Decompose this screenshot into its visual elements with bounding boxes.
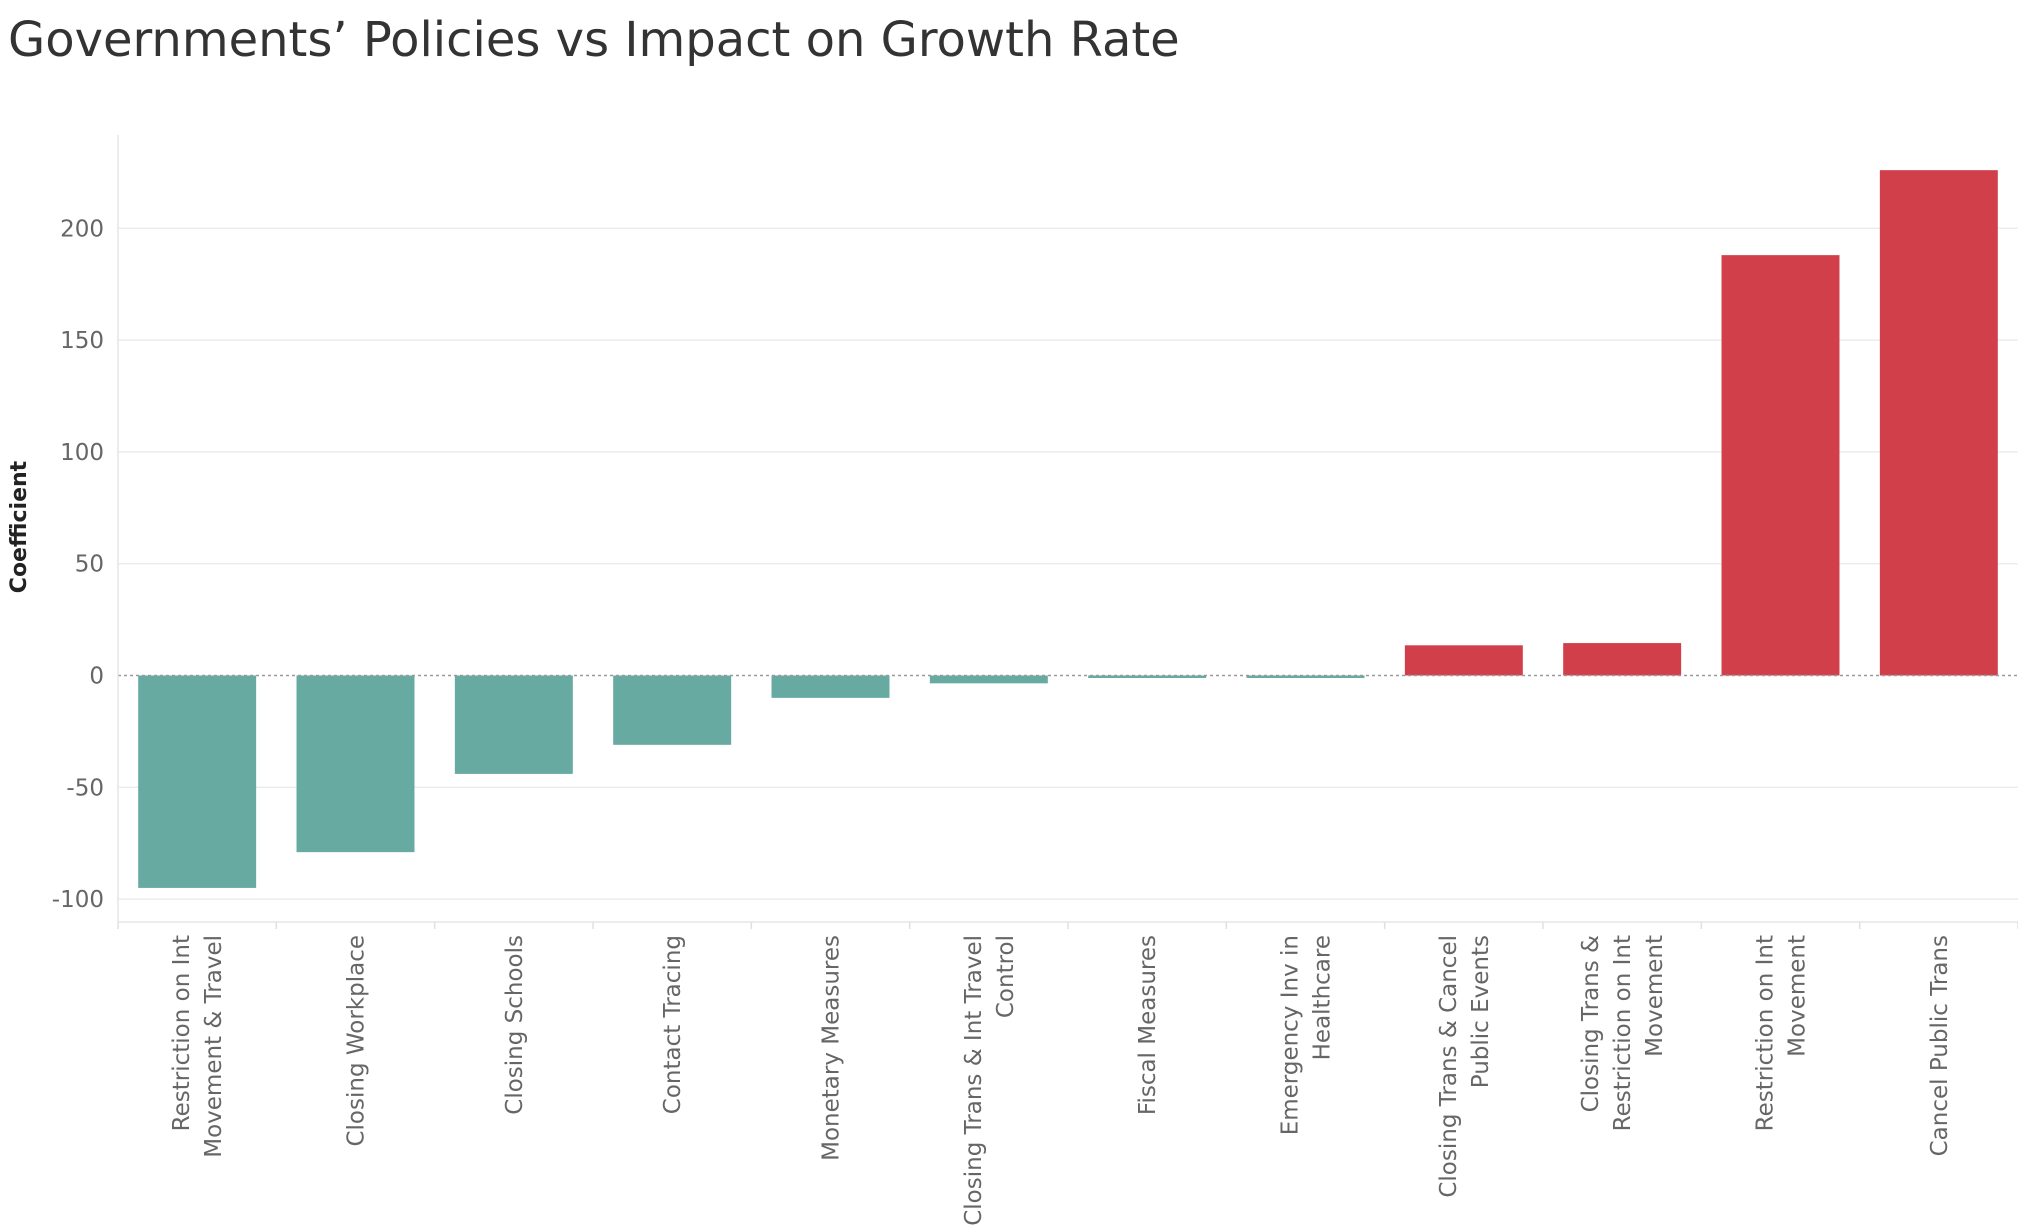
x-tick-label: Closing Schools <box>502 935 528 1115</box>
bar <box>454 675 573 774</box>
x-tick-label: Closing Trans & Cancel Public Events <box>1436 935 1494 1198</box>
x-tick-label: Closing Trans & Restriction on Int Movemen… <box>1578 935 1668 1131</box>
bar <box>1563 643 1682 676</box>
x-tick-label-line: Closing Workplace <box>344 935 370 1147</box>
bar <box>1879 170 1998 676</box>
y-axis-title: Coefficient <box>7 460 32 593</box>
y-tick-label: 100 <box>60 440 104 466</box>
x-tick-label-line: Closing Schools <box>502 935 528 1115</box>
bar <box>1404 645 1523 676</box>
x-tick-label-line: Movement <box>1785 935 1811 1057</box>
y-tick-label: 0 <box>89 664 104 690</box>
x-tick-label-line: Control <box>993 935 1019 1018</box>
x-tick-label-line: Movement & Travel <box>201 935 227 1158</box>
x-tick-label: Restriction on Int Movement & Travel <box>169 935 227 1158</box>
x-tick-label: Closing Trans & Int Travel Control <box>961 935 1019 1226</box>
x-tick-label-line: Healthcare <box>1310 935 1336 1060</box>
x-tick-label-line: Fiscal Measures <box>1135 935 1161 1115</box>
x-tick-label: Cancel Public Trans <box>1927 935 1953 1156</box>
x-tick-label-line: Contact Tracing <box>660 935 686 1114</box>
x-tick-label-line: Emergency Inv in <box>1278 935 1304 1135</box>
bar <box>1088 675 1207 678</box>
bar <box>296 675 415 853</box>
x-tick-label: Monetary Measures <box>819 935 845 1161</box>
x-tick-label: Fiscal Measures <box>1135 935 1161 1115</box>
x-tick-label-line: Restriction on Int <box>169 935 195 1131</box>
x-tick-label: Emergency Inv in Healthcare <box>1278 935 1336 1135</box>
x-tick-label: Contact Tracing <box>660 935 686 1114</box>
gridlines <box>118 227 2018 900</box>
x-tick-label-line: Cancel Public Trans <box>1927 935 1953 1156</box>
x-tick-label-line: Monetary Measures <box>819 935 845 1161</box>
x-tick-label-line: Movement <box>1642 935 1668 1057</box>
x-tick-label: Closing Workplace <box>344 935 370 1147</box>
x-axis: Restriction on Int Movement & Travel Closi… <box>117 921 2018 1226</box>
x-tick-label-line: Restriction on Int <box>1610 935 1636 1131</box>
y-axis: -100 -50 0 50 100 150 200 <box>52 135 119 922</box>
x-tick-label-line: Restriction on Int <box>1753 935 1779 1131</box>
y-tick-label: 150 <box>60 328 104 354</box>
bar <box>929 675 1048 684</box>
chart-title: Governments’ Policies vs Impact on Growt… <box>8 12 1180 68</box>
x-tick-label-line: Closing Trans & <box>1578 935 1604 1112</box>
y-tick-label: -100 <box>52 887 104 913</box>
y-tick-label: 200 <box>60 216 104 242</box>
bar <box>613 675 732 745</box>
bar <box>138 675 257 888</box>
x-tick-label-line: Public Events <box>1468 935 1494 1088</box>
y-tick-label: 50 <box>75 552 104 578</box>
y-tick-label: -50 <box>66 775 104 801</box>
bar <box>771 675 890 698</box>
bar <box>1246 675 1365 678</box>
bars <box>138 170 1998 888</box>
x-tick-label-line: Closing Trans & Int Travel <box>961 935 987 1226</box>
x-tick-label: Restriction on Int Movement <box>1753 935 1811 1131</box>
x-tick-label-line: Closing Trans & Cancel <box>1436 935 1462 1198</box>
bar <box>1721 255 1840 676</box>
